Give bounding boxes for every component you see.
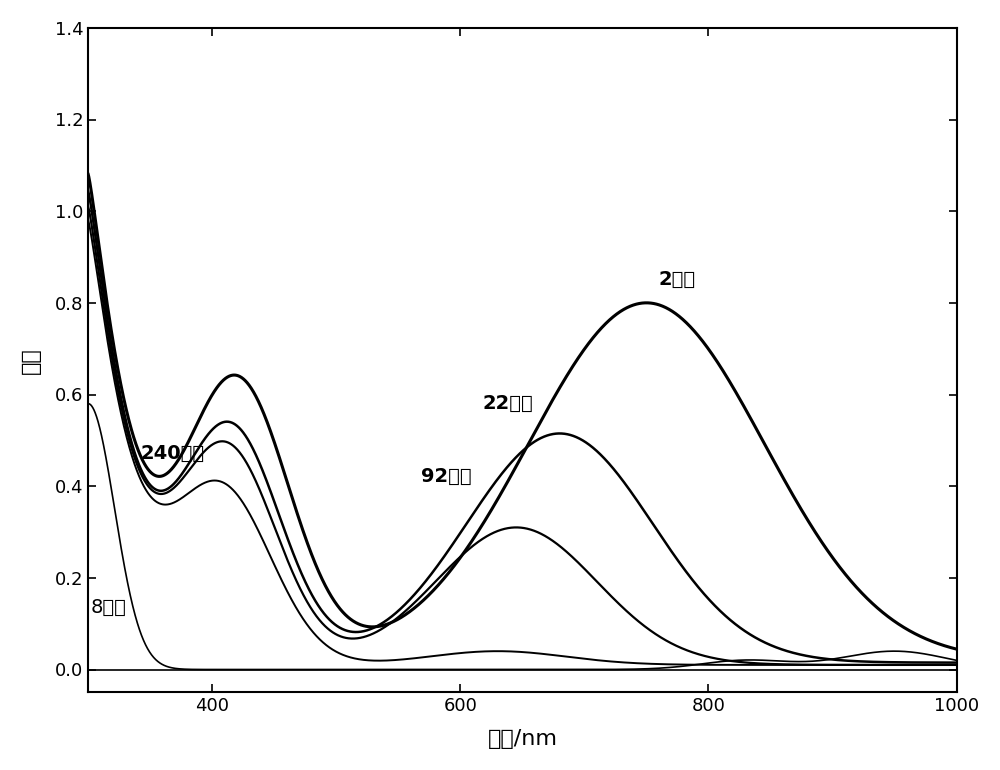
Y-axis label: 消光: 消光 bbox=[21, 346, 41, 373]
Text: 92分钟: 92分钟 bbox=[421, 467, 471, 486]
Text: 240分钟: 240分钟 bbox=[140, 444, 204, 464]
Text: 8小时: 8小时 bbox=[91, 598, 127, 617]
Text: 2分钟: 2分钟 bbox=[659, 270, 696, 289]
Text: 22分钟: 22分钟 bbox=[483, 393, 533, 413]
X-axis label: 波长/nm: 波长/nm bbox=[487, 729, 557, 749]
